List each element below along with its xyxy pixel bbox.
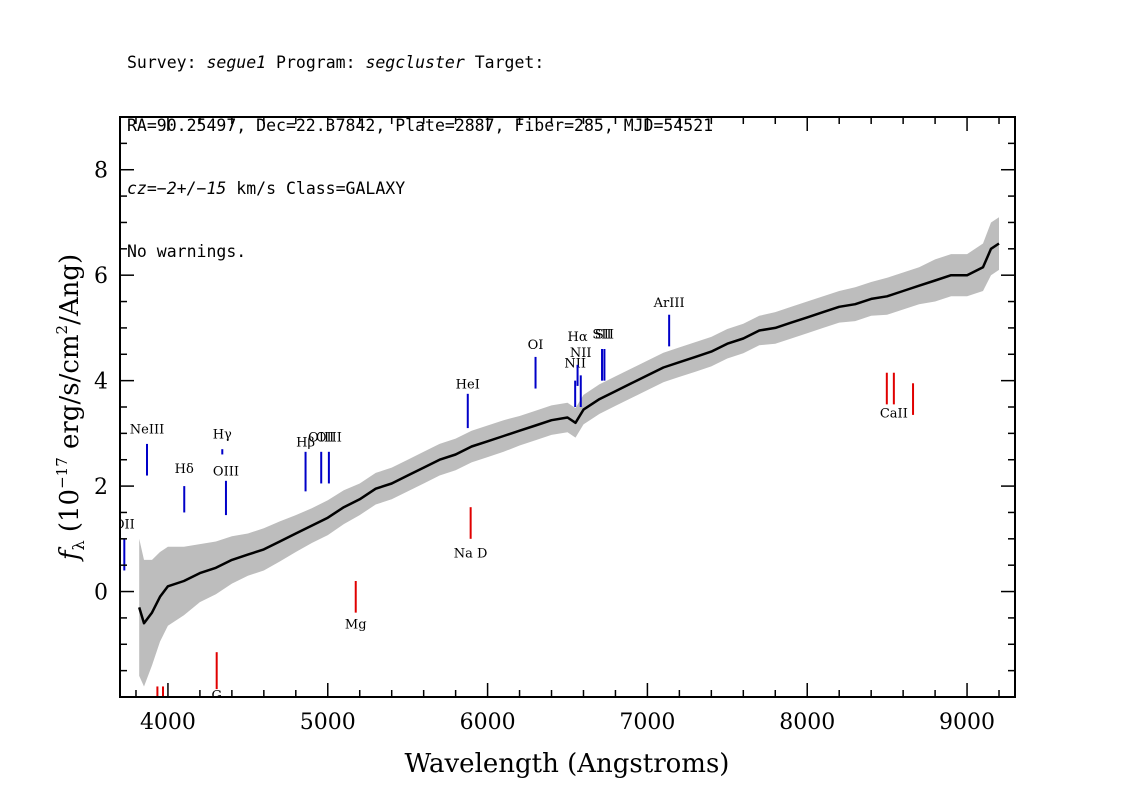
axes: 4000 5000 6000 7000 8000 9000 0 2 4 6 8: [94, 117, 1015, 735]
emission-line-label: SII: [595, 327, 614, 342]
program-label: Program:: [266, 53, 366, 72]
emission-line-label: Hα: [568, 330, 588, 345]
survey-label: Survey:: [127, 53, 207, 72]
header-line-survey: Survey: segue1 Program: segcluster Targe…: [127, 52, 713, 73]
absorption-line-label: G: [211, 689, 221, 704]
emission-line-label: NII: [564, 356, 586, 371]
cz-value: cz=−2+/−15: [127, 179, 227, 198]
emission-line-label: Hβ: [296, 436, 315, 451]
program-value: segcluster: [365, 53, 465, 72]
emission-line-label: OIII: [308, 430, 334, 445]
y-tick-label: 0: [94, 581, 108, 606]
x-axis-label: Wavelength (Angstroms): [405, 749, 730, 779]
header-line-redshift: cz=−2+/−15 km/s Class=GALAXY: [127, 178, 713, 199]
x-tick-label: 7000: [619, 710, 675, 735]
header-line-warnings: No warnings.: [127, 242, 247, 261]
x-tick-label: 4000: [140, 710, 196, 735]
emission-line-label: OIII: [213, 465, 239, 480]
plot-area: OIINeIIIHδHγOIIIHβOIIIOIIIHeIOINIIHαNIIS…: [114, 217, 1000, 704]
emission-line-label: NeIII: [130, 422, 164, 437]
spectrum-header: Survey: segue1 Program: segcluster Targe…: [127, 10, 713, 283]
y-tick-label: 4: [94, 370, 108, 395]
emission-line-label: ArIII: [653, 296, 685, 311]
x-tick-label: 6000: [460, 710, 516, 735]
x-tick-label: 8000: [779, 710, 835, 735]
emission-line-label: Hδ: [175, 462, 194, 477]
emission-line-label: OI: [528, 338, 544, 353]
emission-line-label: HeI: [456, 378, 480, 393]
survey-value: segue1: [206, 53, 267, 72]
flux-error-band: [139, 217, 999, 687]
emission-line-label: OIII: [316, 430, 342, 445]
emission-line-label: OII: [114, 517, 135, 532]
y-tick-label: 2: [94, 475, 108, 500]
y-tick-label: 8: [94, 159, 108, 184]
absorption-line-label: CaII: [880, 407, 908, 422]
x-tick-label: 5000: [300, 710, 356, 735]
emission-line-label: NII: [570, 346, 592, 361]
target-label: Target:: [464, 53, 545, 72]
y-tick-label: 6: [94, 264, 108, 289]
header-line-coordinates: RA=90.25497, Dec=22.37842, Plate=2887, F…: [127, 116, 714, 135]
emission-line-label: Hγ: [213, 428, 232, 443]
y-axis-label: fλ (10−17 erg/s/cm2/Ang): [53, 254, 88, 562]
absorption-line-label: Na D: [454, 546, 488, 561]
emission-line-label: SII: [592, 327, 611, 342]
flux-line: [138, 242, 1000, 625]
absorption-line-label: Mg: [345, 617, 367, 632]
class-text: km/s Class=GALAXY: [226, 179, 406, 198]
x-tick-label: 9000: [939, 710, 995, 735]
